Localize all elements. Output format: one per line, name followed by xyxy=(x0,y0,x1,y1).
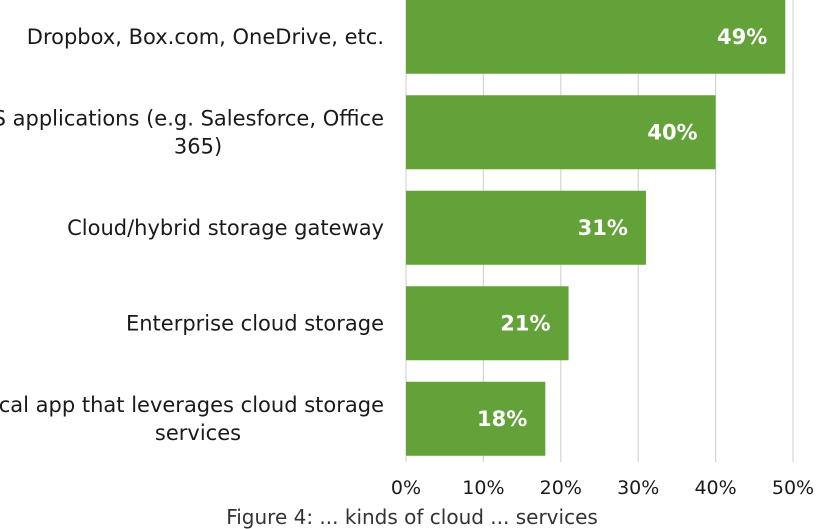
category-label: Local app that leverages cloud storage xyxy=(0,393,384,417)
bar xyxy=(406,381,546,456)
category-labels: Dropbox, Box.com, OneDrive, etc. SaaS app… xyxy=(0,25,384,445)
x-tick-label: 20% xyxy=(540,477,582,499)
bar xyxy=(406,190,646,265)
x-tick-label: 40% xyxy=(694,477,736,499)
category-label: SaaS applications (e.g. Salesforce, Offi… xyxy=(0,106,384,130)
category-label: Cloud/hybrid storage gateway xyxy=(67,216,384,240)
category-label: Dropbox, Box.com, OneDrive, etc. xyxy=(27,25,384,49)
x-tick-label: 30% xyxy=(617,477,659,499)
x-tick-label: 10% xyxy=(462,477,504,499)
bar xyxy=(406,95,716,170)
figure-caption: Figure 4: ... kinds of cloud ... service… xyxy=(226,505,598,529)
bar-value-label: 49% xyxy=(717,25,767,49)
bar-value-label: 21% xyxy=(500,311,550,335)
category-label: services xyxy=(155,421,241,445)
bar-value-label: 31% xyxy=(578,216,628,240)
category-label: Enterprise cloud storage xyxy=(126,311,384,335)
bar-value-label: 40% xyxy=(647,120,697,144)
category-label: 365) xyxy=(174,134,222,158)
x-axis-tick-labels: 0% 10% 20% 30% 40% 50% xyxy=(391,477,814,499)
x-tick-label: 50% xyxy=(772,477,814,499)
bar xyxy=(406,286,569,361)
bars: 49% 40% 31% 21% 18% xyxy=(406,0,786,456)
x-tick-label: 0% xyxy=(391,477,421,499)
bar xyxy=(406,0,786,74)
bar-value-label: 18% xyxy=(477,407,527,431)
